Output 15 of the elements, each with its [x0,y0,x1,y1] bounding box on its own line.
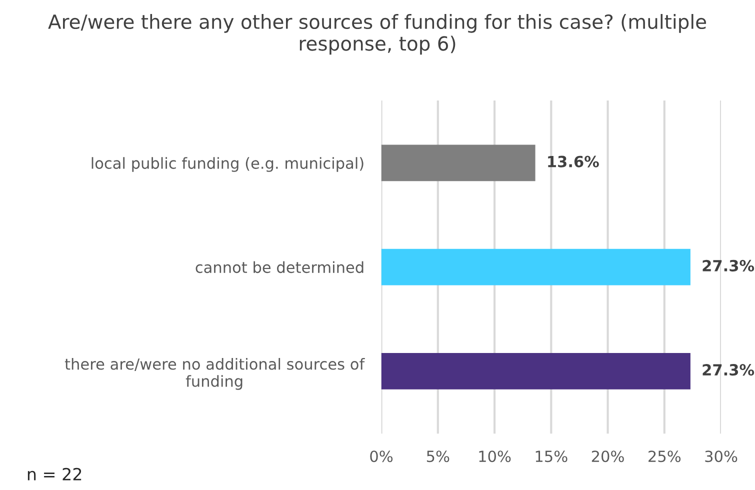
data-label: 27.3% [702,260,754,272]
y-tick-label: local public funding (e.g. municipal) [92,157,364,172]
x-tick-label: 25% [648,450,681,462]
x-tick-label: 0% [370,450,393,462]
x-tick-label: 15% [536,450,568,462]
data-label: 13.6% [548,156,599,168]
y-tick-label: there are/were no additional sources of funding [64,358,365,390]
x-tick-label: 10% [479,450,511,462]
x-tick-label: 5% [426,450,450,462]
data-label: 27.3% [702,364,754,376]
text: n = 22 [28,468,82,480]
y-tick-label: cannot be determined [196,261,364,274]
x-tick-label: 20% [592,450,624,462]
chart-title: Are/were there any other sources of funding for this case? (multiple response, top 6) [48,14,706,55]
x-tick-label: 30% [705,450,738,462]
